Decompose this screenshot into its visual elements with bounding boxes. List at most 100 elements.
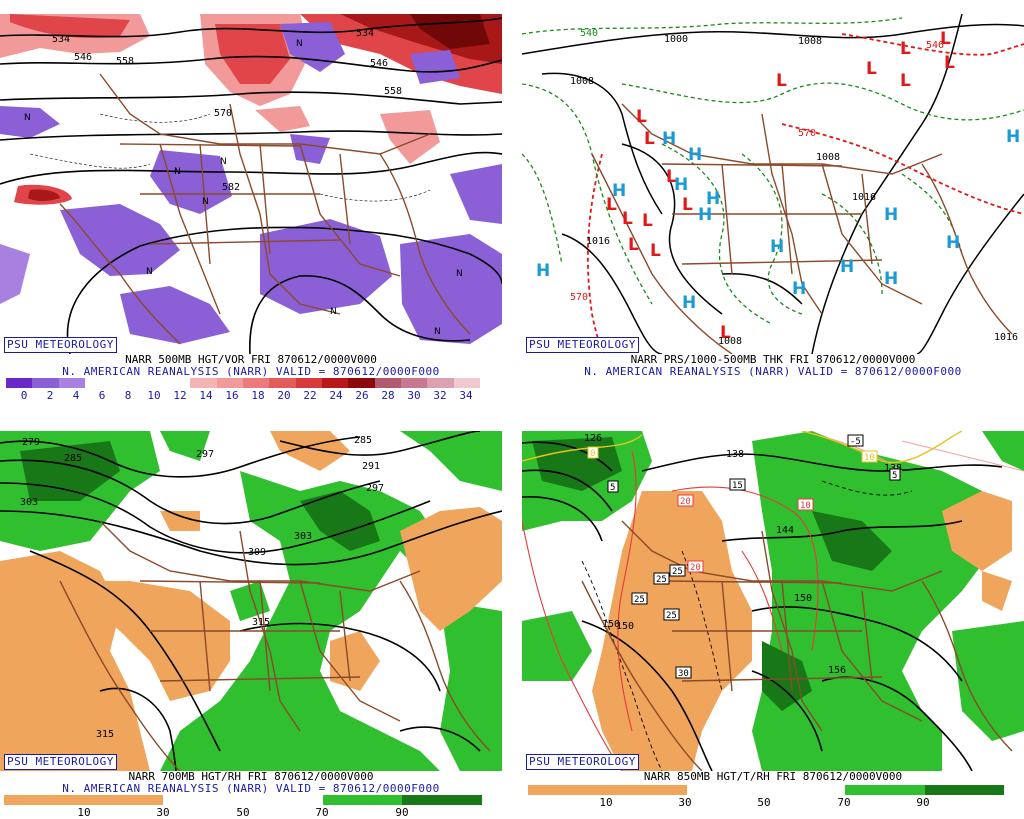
tick-label: 32 [433, 389, 447, 402]
contour-label: 1000 [664, 34, 688, 45]
map-caption: NARR 700MB HGT/RH FRI 870612/0000V000 [128, 770, 374, 783]
rh-colorbar [4, 795, 483, 805]
tick-label: 70 [837, 796, 851, 809]
map-caption: NARR 500MB HGT/VOR FRI 870612/0000V000 [125, 353, 377, 366]
svg-text:H: H [1006, 127, 1020, 147]
svg-text:H: H [698, 205, 712, 225]
tick-label: 10 [599, 796, 613, 809]
contour-label: 534 [356, 28, 374, 39]
contour-label: 1016 [994, 332, 1018, 343]
tick-label: 70 [315, 806, 329, 819]
svg-text:5: 5 [610, 483, 615, 493]
svg-text:H: H [706, 189, 720, 209]
contour-label: 126 [584, 433, 602, 444]
map-850mb-temp-rh: 126 138 144 150 150 150 156 138 0 5 15 1… [522, 431, 1024, 771]
contour-label: 285 [354, 435, 372, 446]
rh-colorbar-ticks: 10 30 50 70 90 [4, 807, 482, 819]
tick-label: 10 [147, 389, 161, 402]
svg-text:L: L [944, 53, 955, 73]
contour-label: 150 [794, 593, 812, 604]
tick-label: 6 [98, 389, 106, 402]
svg-text:15: 15 [732, 481, 743, 491]
contour-label: 570 [214, 108, 232, 119]
svg-text:H: H [662, 129, 676, 149]
psu-meteorology-label: PSU METEOROLOGY [4, 337, 117, 353]
svg-text:L: L [776, 71, 787, 91]
svg-text:H: H [770, 237, 784, 257]
svg-text:L: L [642, 211, 653, 231]
svg-text:N: N [220, 157, 227, 167]
tick-label: 18 [251, 389, 265, 402]
tick-label: 10 [77, 806, 91, 819]
panel-pressure-thickness: L L L L L L L L L L L L L L L L H H H H … [522, 14, 1024, 402]
svg-text:L: L [682, 195, 693, 215]
map-valid-caption: N. AMERICAN REANALYSIS (NARR) VALID = 87… [62, 365, 440, 378]
map-500mb-vorticity: 534 546 558 570 582 546 558 534 NNN NNN … [0, 14, 502, 354]
contour-label: 138 [726, 449, 744, 460]
svg-text:25: 25 [634, 595, 645, 605]
tick-label: 26 [355, 389, 369, 402]
svg-text:0: 0 [590, 449, 595, 459]
temp-label: 20 [677, 494, 694, 507]
tick-label: 50 [236, 806, 250, 819]
tick-label: 16 [225, 389, 239, 402]
svg-text:5: 5 [892, 471, 897, 481]
map-caption: NARR PRS/1000-500MB THK FRI 870612/0000V… [630, 353, 916, 366]
svg-text:L: L [622, 209, 633, 229]
rh-colorbar [528, 785, 1004, 795]
tick-label: 14 [199, 389, 213, 402]
panel-850mb-height-temp-rh: 126 138 144 150 150 150 156 138 0 5 15 1… [522, 431, 1024, 819]
tick-label: 8 [124, 389, 132, 402]
svg-text:25: 25 [656, 575, 667, 585]
svg-text:20: 20 [680, 497, 691, 507]
svg-text:L: L [650, 241, 661, 261]
tick-label: 50 [757, 796, 771, 809]
contour-label: 1016 [586, 236, 610, 247]
temp-label: 5 [607, 480, 619, 493]
contour-label: 279 [22, 437, 40, 448]
svg-text:L: L [628, 235, 639, 255]
temp-label: 0 [587, 446, 599, 459]
contour-label: 570 [798, 128, 816, 139]
temp-label: 15 [729, 478, 746, 491]
psu-meteorology-label: PSU METEOROLOGY [526, 754, 639, 770]
svg-text:25: 25 [666, 611, 677, 621]
svg-text:H: H [688, 145, 702, 165]
svg-text:10: 10 [864, 453, 875, 463]
temp-label: -5 [847, 434, 864, 447]
map-pressure-thickness: L L L L L L L L L L L L L L L L H H H H … [522, 14, 1024, 354]
panel-700mb-height-rh: 279 285 303 297 285 291 297 309 303 315 … [0, 431, 502, 819]
map-700mb-rh: 279 285 303 297 285 291 297 309 303 315 … [0, 431, 502, 771]
tick-label: 22 [303, 389, 317, 402]
tick-label: 90 [916, 796, 930, 809]
contour-label: 558 [116, 56, 134, 67]
contour-label: 570 [570, 292, 588, 303]
temp-label: 10 [861, 450, 878, 463]
temp-label: 25 [653, 572, 670, 585]
vorticity-colorbar-ticks: 0 2 4 6 8 10 12 14 16 18 20 22 24 26 28 … [6, 390, 480, 402]
contour-label: 315 [96, 729, 114, 740]
tick-label: 34 [459, 389, 473, 402]
contour-label: 1008 [816, 152, 840, 163]
temp-label: 20 [687, 560, 704, 573]
svg-text:H: H [884, 269, 898, 289]
tick-label: 28 [381, 389, 395, 402]
contour-label: 558 [384, 86, 402, 97]
rh-colorbar-ticks: 10 30 50 70 90 [528, 797, 1004, 809]
contour-label: 1008 [718, 336, 742, 347]
map-valid-caption: N. AMERICAN REANALYSIS (NARR) VALID = 87… [584, 365, 962, 378]
svg-text:L: L [666, 167, 677, 187]
contour-label: 156 [828, 665, 846, 676]
temp-label: 5 [889, 468, 901, 481]
svg-text:N: N [296, 39, 303, 49]
contour-label: 546 [926, 40, 944, 51]
tick-label: 30 [678, 796, 692, 809]
svg-text:H: H [884, 205, 898, 225]
svg-text:H: H [682, 293, 696, 313]
svg-text:L: L [900, 39, 911, 59]
contour-label: 540 [580, 28, 598, 39]
svg-text:30: 30 [678, 669, 689, 679]
svg-text:H: H [840, 257, 854, 277]
contour-label: 297 [366, 483, 384, 494]
